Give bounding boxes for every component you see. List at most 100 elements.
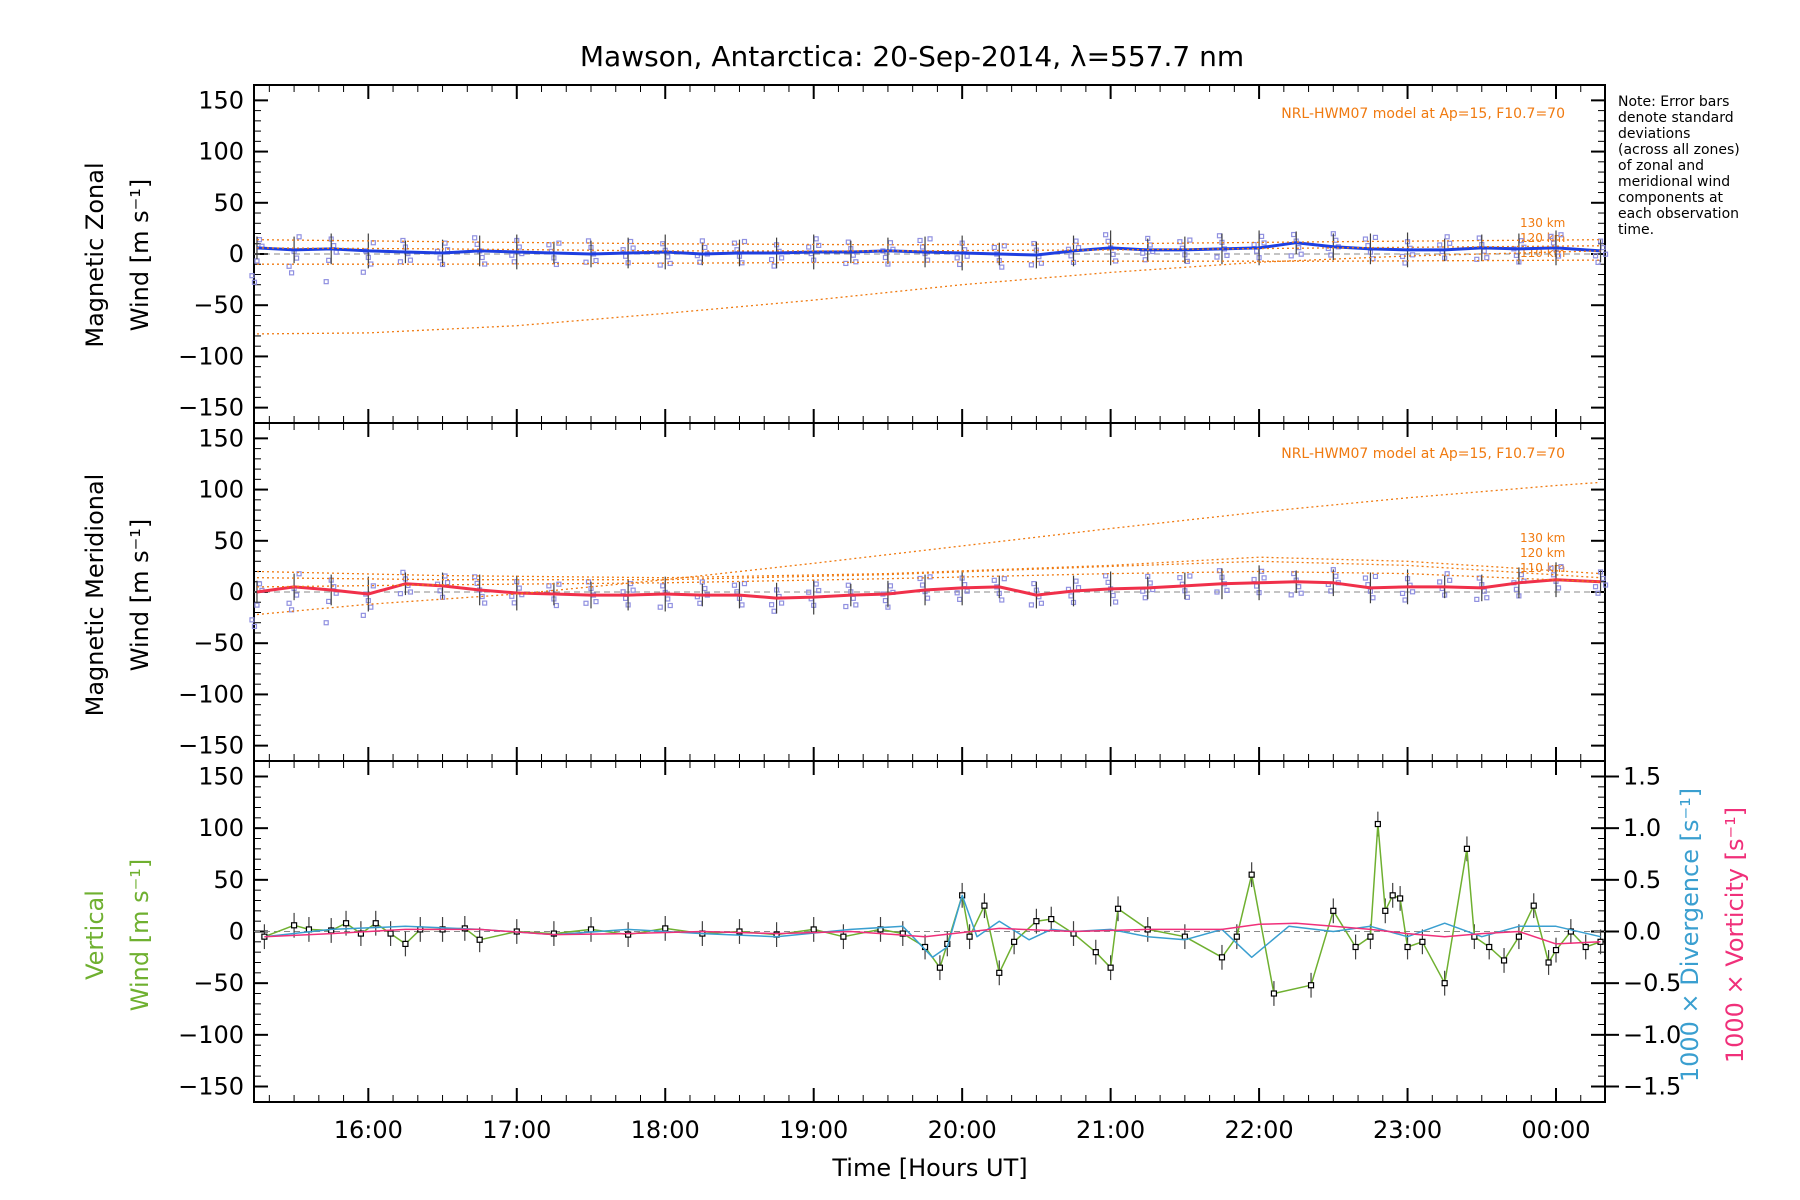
zone-point xyxy=(326,598,332,605)
zone-point xyxy=(850,595,856,601)
note-line: time. xyxy=(1618,222,1654,238)
zone-point xyxy=(472,574,478,580)
zone-point xyxy=(1288,592,1294,598)
zone-point xyxy=(957,261,963,268)
zone-point xyxy=(630,245,636,251)
zone-point xyxy=(1481,248,1487,254)
series-line-model-110-km xyxy=(257,259,1601,265)
data-point xyxy=(1374,820,1381,828)
data-point xyxy=(1218,954,1226,961)
divergence-axis-label: 1000 × Divergence [s⁻¹] xyxy=(1676,788,1704,1082)
zone-point xyxy=(511,600,517,606)
zone-point xyxy=(1291,231,1297,238)
zone-point xyxy=(623,253,629,259)
y-tick-label: 0 xyxy=(229,578,244,606)
series-line-model xyxy=(256,481,1601,616)
note-line: of zonal and xyxy=(1618,158,1704,174)
zone-point xyxy=(1402,260,1408,266)
y2-tick-label: 1.5 xyxy=(1623,763,1661,791)
height-label: 130 km xyxy=(1520,531,1565,545)
zone-point xyxy=(1298,590,1304,596)
data-point xyxy=(1011,938,1018,945)
zone-point xyxy=(1555,585,1562,591)
zone-point xyxy=(1140,250,1146,256)
data-point xyxy=(1463,845,1471,852)
zone-point xyxy=(1251,241,1257,248)
note-line: deviations xyxy=(1618,126,1690,142)
zone-point xyxy=(657,604,663,610)
zone-point xyxy=(1105,238,1111,244)
zone-point xyxy=(1476,235,1482,241)
zone-point xyxy=(1447,577,1453,583)
zone-point xyxy=(1444,234,1450,240)
zone-point xyxy=(1214,589,1220,595)
zone-point xyxy=(593,257,599,264)
zone-point xyxy=(1409,252,1416,258)
zone-point xyxy=(843,603,849,610)
data-point xyxy=(402,940,409,948)
zone-point xyxy=(768,256,775,263)
data-point xyxy=(1404,943,1411,951)
series-line-1000-divergence xyxy=(264,894,1601,959)
zone-point xyxy=(667,602,673,609)
zone-point xyxy=(1447,240,1453,246)
series-line-model-130-km xyxy=(256,556,1601,579)
y-tick-label: 100 xyxy=(198,814,244,842)
y-tick-label: 150 xyxy=(198,763,244,791)
zone-point xyxy=(482,600,488,606)
zone-point xyxy=(1399,590,1406,597)
zone-point xyxy=(1481,588,1487,594)
zone-point xyxy=(546,242,552,248)
zone-point xyxy=(1437,579,1443,585)
y-tick-label: −150 xyxy=(178,732,244,760)
zone-point xyxy=(843,260,849,267)
zone-point xyxy=(964,253,970,259)
zonal-panel-marks xyxy=(249,230,1609,335)
zone-point xyxy=(1110,251,1116,258)
zone-point xyxy=(1142,595,1148,601)
zone-point xyxy=(1147,580,1153,586)
zone-point xyxy=(816,242,822,248)
zone-point xyxy=(360,269,366,275)
height-label: 130 km xyxy=(1520,216,1565,230)
zone-point xyxy=(1258,233,1265,239)
data-point xyxy=(550,930,557,937)
zone-point xyxy=(397,259,404,265)
zone-point xyxy=(702,244,708,251)
zone-point xyxy=(702,585,708,592)
zone-point xyxy=(1362,575,1369,581)
zone-point xyxy=(1399,253,1406,260)
zone-point xyxy=(1595,590,1601,596)
zone-point xyxy=(553,602,559,609)
note-line: each observation xyxy=(1618,206,1739,222)
zone-point xyxy=(665,254,671,260)
data-point xyxy=(1545,959,1552,966)
data-point xyxy=(840,933,847,940)
zone-point xyxy=(1602,582,1609,588)
chart-title: Mawson, Antarctica: 20-Sep-2014, λ=557.7… xyxy=(580,40,1244,73)
zone-point xyxy=(472,235,478,241)
zone-point xyxy=(288,270,295,276)
note-line: denote standard xyxy=(1618,110,1734,126)
zone-point xyxy=(1600,245,1606,251)
zone-point xyxy=(699,238,705,244)
zone-point xyxy=(1474,256,1480,262)
zone-point xyxy=(437,588,443,594)
series-line-model-120-km xyxy=(256,245,1601,252)
data-point xyxy=(357,930,364,937)
zone-point xyxy=(296,234,302,240)
zone-point xyxy=(293,255,300,261)
zone-point xyxy=(1558,232,1564,238)
zone-point xyxy=(1073,578,1079,584)
zone-point xyxy=(1437,242,1443,248)
zone-point xyxy=(623,595,629,601)
zone-point xyxy=(1103,573,1109,579)
zone-point xyxy=(739,602,745,608)
zone-point xyxy=(778,255,785,261)
zone-point xyxy=(516,585,522,591)
data-point xyxy=(936,964,943,971)
zone-point xyxy=(360,612,366,618)
data-point xyxy=(966,933,973,940)
data-point xyxy=(1515,933,1522,940)
